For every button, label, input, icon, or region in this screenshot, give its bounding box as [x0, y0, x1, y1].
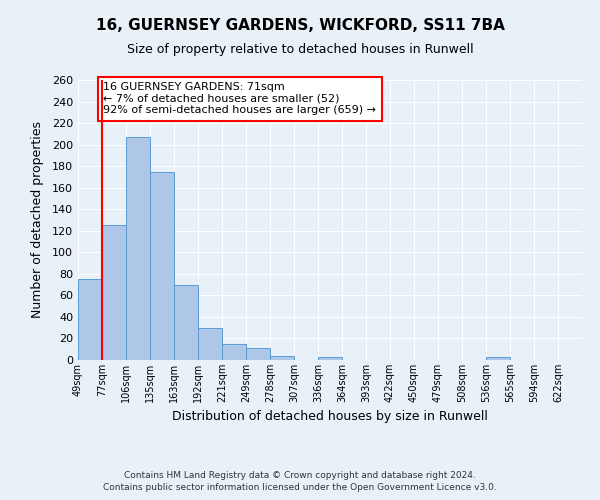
Bar	[318, 357, 342, 360]
Text: 16 GUERNSEY GARDENS: 71sqm
← 7% of detached houses are smaller (52)
92% of semi-: 16 GUERNSEY GARDENS: 71sqm ← 7% of detac…	[103, 82, 376, 116]
Bar	[222, 344, 246, 360]
Text: Size of property relative to detached houses in Runwell: Size of property relative to detached ho…	[127, 42, 473, 56]
Bar	[198, 328, 222, 360]
Y-axis label: Number of detached properties: Number of detached properties	[31, 122, 44, 318]
Text: Contains HM Land Registry data © Crown copyright and database right 2024.: Contains HM Land Registry data © Crown c…	[124, 471, 476, 480]
X-axis label: Distribution of detached houses by size in Runwell: Distribution of detached houses by size …	[172, 410, 488, 424]
Bar	[486, 357, 510, 360]
Bar	[270, 356, 294, 360]
Bar	[174, 284, 198, 360]
Text: Contains public sector information licensed under the Open Government Licence v3: Contains public sector information licen…	[103, 484, 497, 492]
Text: 16, GUERNSEY GARDENS, WICKFORD, SS11 7BA: 16, GUERNSEY GARDENS, WICKFORD, SS11 7BA	[95, 18, 505, 32]
Bar	[102, 226, 126, 360]
Bar	[150, 172, 174, 360]
Bar	[126, 137, 150, 360]
Bar	[246, 348, 270, 360]
Bar	[78, 279, 102, 360]
